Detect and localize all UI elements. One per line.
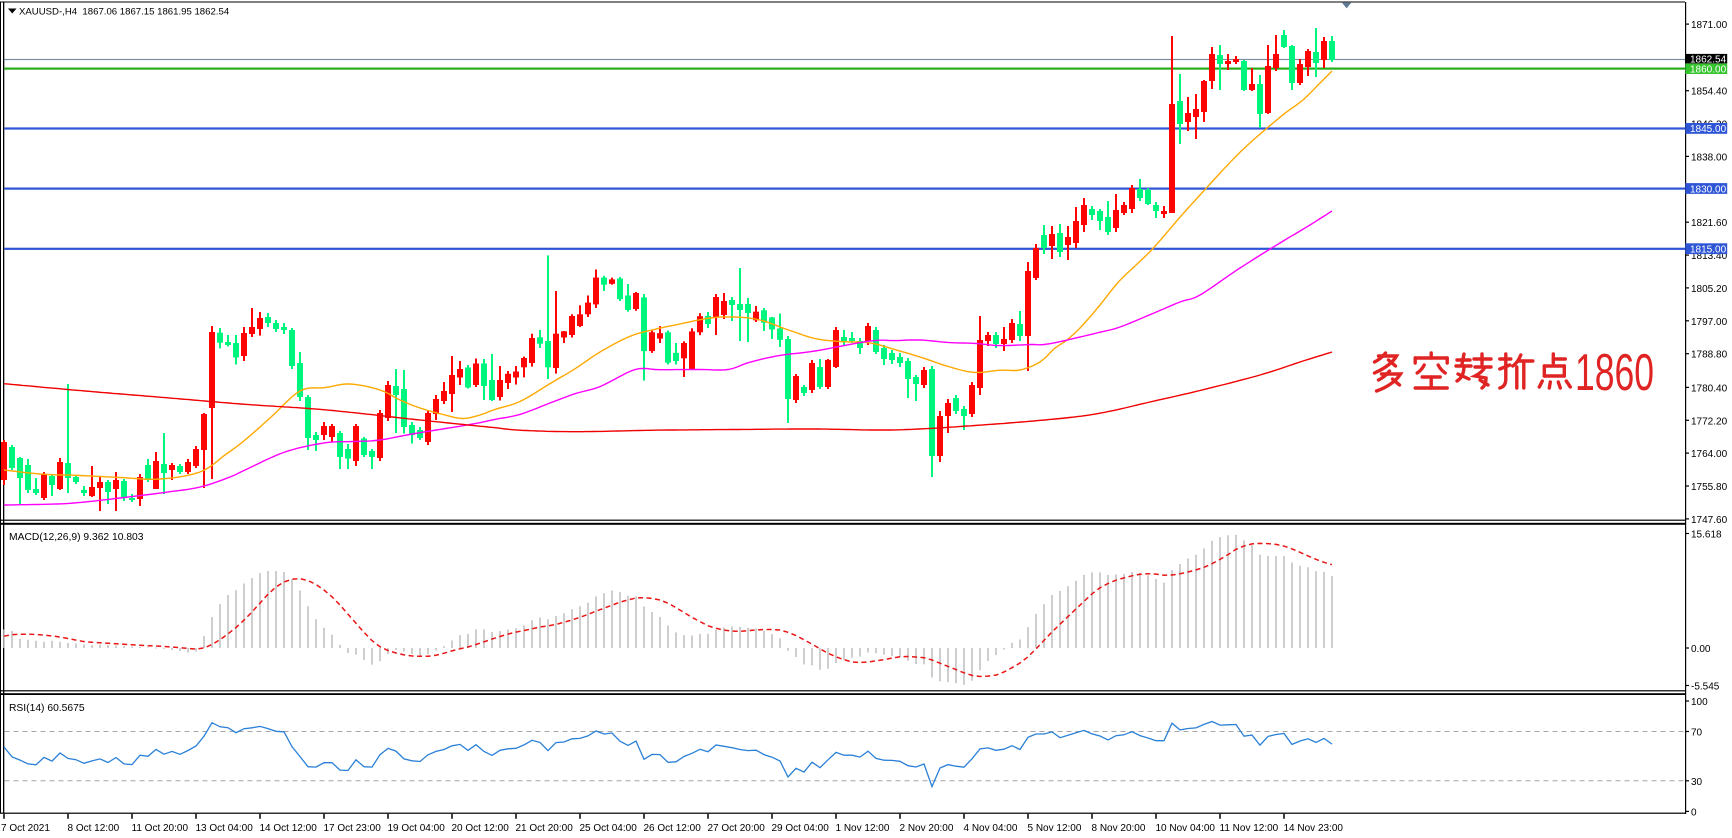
svg-text:1772.20: 1772.20 bbox=[1691, 416, 1728, 427]
svg-text:1747.60: 1747.60 bbox=[1691, 515, 1728, 526]
svg-text:1821.60: 1821.60 bbox=[1691, 218, 1728, 229]
svg-text:1780.40: 1780.40 bbox=[1691, 383, 1728, 394]
svg-text:0.00: 0.00 bbox=[1691, 644, 1711, 655]
svg-text:XAUUSD-,H4 1867.06 1867.15 18: XAUUSD-,H4 1867.06 1867.15 1861.95 1862.… bbox=[19, 7, 230, 18]
svg-text:21 Oct 20:00: 21 Oct 20:00 bbox=[516, 823, 574, 834]
svg-text:26 Oct 12:00: 26 Oct 12:00 bbox=[644, 823, 702, 834]
svg-text:29 Oct 04:00: 29 Oct 04:00 bbox=[772, 823, 830, 834]
svg-text:70: 70 bbox=[1691, 728, 1703, 739]
svg-text:5 Nov 12:00: 5 Nov 12:00 bbox=[1028, 823, 1082, 834]
svg-text:11 Oct 20:00: 11 Oct 20:00 bbox=[132, 823, 189, 834]
svg-text:30: 30 bbox=[1691, 777, 1703, 788]
svg-text:7 Oct 2021: 7 Oct 2021 bbox=[1, 823, 50, 834]
svg-text:2 Nov 20:00: 2 Nov 20:00 bbox=[900, 823, 954, 834]
svg-text:1755.80: 1755.80 bbox=[1691, 482, 1728, 493]
svg-text:1805.20: 1805.20 bbox=[1691, 284, 1728, 295]
svg-text:4 Nov 04:00: 4 Nov 04:00 bbox=[964, 823, 1018, 834]
svg-text:10 Nov 04:00: 10 Nov 04:00 bbox=[1156, 823, 1216, 834]
svg-text:17 Oct 23:00: 17 Oct 23:00 bbox=[324, 823, 382, 834]
svg-text:8 Oct 12:00: 8 Oct 12:00 bbox=[68, 823, 120, 834]
svg-text:1815.00: 1815.00 bbox=[1690, 245, 1727, 256]
svg-text:1813.40: 1813.40 bbox=[1691, 251, 1728, 262]
svg-text:MACD(12,26,9) 9.362 10.803: MACD(12,26,9) 9.362 10.803 bbox=[9, 532, 144, 543]
svg-text:1788.80: 1788.80 bbox=[1691, 350, 1728, 361]
svg-text:27 Oct 20:00: 27 Oct 20:00 bbox=[708, 823, 766, 834]
svg-text:1838.00: 1838.00 bbox=[1691, 152, 1728, 163]
svg-text:1860: 1860 bbox=[1575, 344, 1654, 402]
svg-text:15.618: 15.618 bbox=[1691, 530, 1722, 541]
svg-text:RSI(14) 60.5675: RSI(14) 60.5675 bbox=[9, 703, 85, 714]
svg-text:19 Oct 04:00: 19 Oct 04:00 bbox=[388, 823, 446, 834]
svg-text:25 Oct 04:00: 25 Oct 04:00 bbox=[580, 823, 638, 834]
svg-text:13 Oct 04:00: 13 Oct 04:00 bbox=[196, 823, 254, 834]
svg-text:100: 100 bbox=[1691, 697, 1708, 708]
svg-text:14 Oct 12:00: 14 Oct 12:00 bbox=[260, 823, 318, 834]
svg-text:-5.545: -5.545 bbox=[1691, 682, 1720, 693]
svg-text:1860.00: 1860.00 bbox=[1690, 65, 1727, 76]
svg-text:1830.00: 1830.00 bbox=[1690, 184, 1727, 195]
svg-text:0: 0 bbox=[1691, 807, 1697, 818]
svg-text:1764.00: 1764.00 bbox=[1691, 449, 1728, 460]
svg-text:1797.00: 1797.00 bbox=[1691, 317, 1728, 328]
svg-text:1862.54: 1862.54 bbox=[1690, 54, 1727, 65]
svg-text:1 Nov 12:00: 1 Nov 12:00 bbox=[836, 823, 890, 834]
svg-text:1854.40: 1854.40 bbox=[1691, 87, 1728, 98]
svg-text:11 Nov 12:00: 11 Nov 12:00 bbox=[1220, 823, 1279, 834]
svg-text:20 Oct 12:00: 20 Oct 12:00 bbox=[452, 823, 510, 834]
svg-text:1871.00: 1871.00 bbox=[1691, 20, 1728, 31]
svg-text:1845.00: 1845.00 bbox=[1690, 124, 1727, 135]
svg-text:14 Nov 23:00: 14 Nov 23:00 bbox=[1284, 823, 1344, 834]
svg-text:8 Nov 20:00: 8 Nov 20:00 bbox=[1092, 823, 1146, 834]
